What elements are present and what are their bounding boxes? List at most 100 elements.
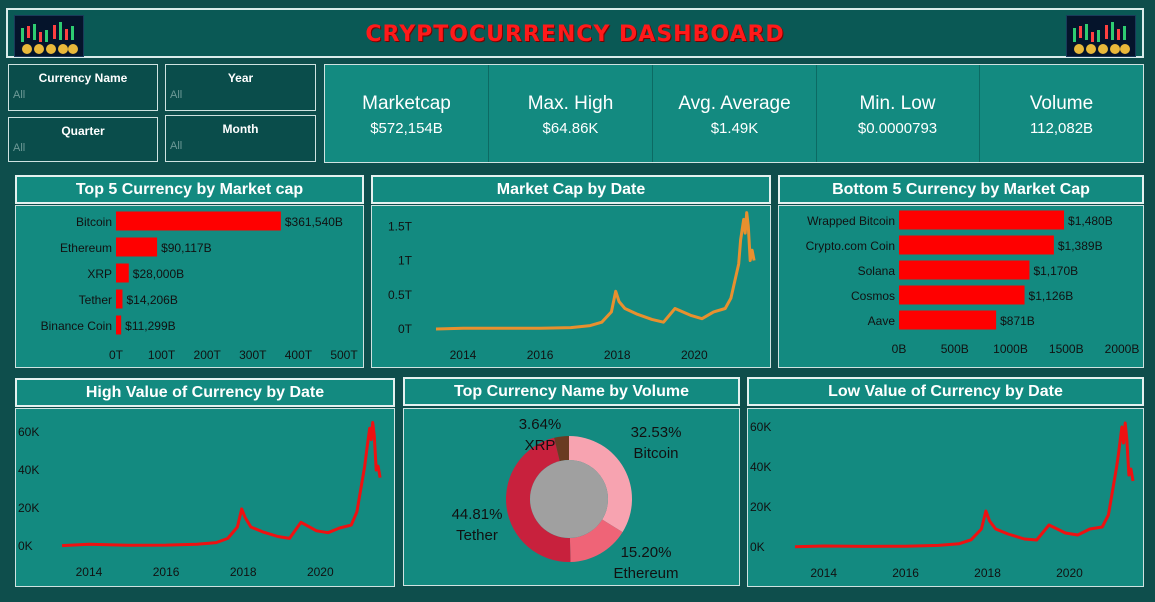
x-tick-label: 200T [194,348,222,362]
x-tick-label: 0B [892,342,907,356]
x-tick-label: 300T [239,348,267,362]
bar [116,315,122,335]
volume-chart-title: Top Currency Name by Volume [403,377,740,406]
kpi-max-high: Max. High $64.86K [489,65,653,162]
market-cap-line-chart: 0T 0.5T 1T 1.5T 2014 2016 2018 2020 [388,211,756,362]
x-tick-label: 2016 [527,348,554,362]
high-value-chart-panel: 0K 20K 40K 60K 2014 2016 2018 2020 [15,408,395,587]
quarter-filter[interactable]: Quarter All [8,117,158,162]
x-tick-label: 500T [330,348,358,362]
market-cap-chart-title: Market Cap by Date [371,175,771,204]
data-label: $361,540B [285,215,343,229]
x-tick-label: 2014 [450,348,477,362]
filter-value: All [13,89,26,101]
y-tick-label: 0K [750,540,765,554]
series-line [61,421,382,548]
data-label: $1,126B [1029,289,1074,303]
bar [899,285,1025,305]
currency-name-filter[interactable]: Currency Name All [8,64,158,111]
kpi-avg-average: Avg. Average $1.49K [653,65,817,162]
crypto-logo-icon [14,15,84,57]
kpi-volume: Volume 112,082B [980,65,1143,162]
crypto-logo-icon [1066,15,1136,57]
y-tick-label: 0T [398,322,413,336]
kpi-label: Max. High [527,93,614,114]
x-tick-label: 1500B [1049,342,1084,356]
bar [899,260,1030,280]
top5-chart-title: Top 5 Currency by Market cap [15,175,364,204]
header-banner: CRYPTOCURRENCY DASHBOARD [6,8,1144,58]
data-label: $90,117B [161,241,212,255]
kpi-strip: Marketcap $572,154B Max. High $64.86K Av… [324,64,1144,163]
slice-percent-label: 32.53% [631,424,682,441]
bar [899,310,997,330]
top5-chart-panel: Bitcoin $361,540B Ethereum $90,117B XRP $28,0… [15,205,364,368]
dashboard-title: CRYPTOCURRENCY DASHBOARD [365,22,785,47]
kpi-value: 112,082B [1029,120,1094,137]
low-value-chart-panel: 0K 20K 40K 60K 2014 2016 2018 2020 [747,408,1144,587]
y-tick-label: 40K [750,460,771,474]
x-tick-label: 100T [148,348,176,362]
market-cap-chart-panel: 0T 0.5T 1T 1.5T 2014 2016 2018 2020 [371,205,771,368]
top5-bar-chart: Bitcoin $361,540B Ethereum $90,117B XRP $28,0… [41,211,358,362]
filter-label: Year [227,71,254,85]
bar [116,211,281,231]
x-tick-label: 2018 [974,566,1001,580]
data-label: $28,000B [133,267,184,281]
bar [899,210,1065,230]
kpi-marketcap: Marketcap $572,154B [325,65,489,162]
bottom5-chart-title: Bottom 5 Currency by Market Cap [778,175,1144,204]
y-tick-label: 20K [750,500,771,514]
bar [116,263,129,283]
year-filter[interactable]: Year All [165,64,316,111]
filter-label: Currency Name [38,71,128,85]
x-tick-label: 2018 [604,348,631,362]
filter-value: All [170,89,183,101]
x-tick-label: 400T [285,348,313,362]
kpi-value: $572,154B [370,120,443,137]
donut-hole [530,460,608,538]
bar [116,237,158,257]
x-tick-label: 2014 [810,566,837,580]
kpi-label: Marketcap [362,93,451,114]
filter-value: All [13,142,26,154]
x-tick-label: 500B [941,342,969,356]
slice-percent-label: 44.81% [452,506,503,523]
x-tick-label: 2020 [1056,566,1083,580]
category-label: Aave [868,314,896,328]
filter-label: Month [222,122,259,136]
month-filter[interactable]: Month All [165,115,316,162]
y-tick-label: 60K [18,425,39,439]
slice-percent-label: 15.20% [621,544,672,561]
y-tick-label: 0.5T [388,288,413,302]
data-label: $1,170B [1033,264,1078,278]
donut-slice [569,519,623,562]
data-label: $11,299B [125,319,176,333]
data-label: $1,389B [1058,239,1103,253]
data-label: $871B [1000,314,1035,328]
slice-name-label: XRP [525,437,556,454]
donut-slice [554,436,569,462]
high-value-line-chart: 0K 20K 40K 60K 2014 2016 2018 2020 [18,421,382,579]
y-tick-label: 1.5T [388,219,413,233]
bottom5-bar-chart: Wrapped Bitcoin $1,480B Crypto.com Coin $1,… [806,210,1139,356]
volume-donut-chart: 32.53% Bitcoin 15.20% Ethereum 44.81% Tether 3… [452,416,682,582]
high-value-chart-title: High Value of Currency by Date [15,378,395,407]
kpi-value: $64.86K [542,120,599,137]
y-tick-label: 20K [18,501,39,515]
bar [116,289,123,309]
slice-name-label: Tether [456,527,498,544]
kpi-label: Min. Low [859,93,936,114]
category-label: Cosmos [851,289,895,303]
slice-name-label: Bitcoin [633,445,678,462]
y-tick-label: 60K [750,420,771,434]
category-label: Tether [79,293,112,307]
category-label: Solana [858,264,896,278]
x-tick-label: 0T [109,348,124,362]
y-tick-label: 0K [18,539,33,553]
x-tick-label: 2014 [76,565,103,579]
category-label: Bitcoin [76,215,112,229]
category-label: Binance Coin [41,319,112,333]
kpi-value: $1.49K [710,120,759,137]
category-label: Ethereum [60,241,112,255]
